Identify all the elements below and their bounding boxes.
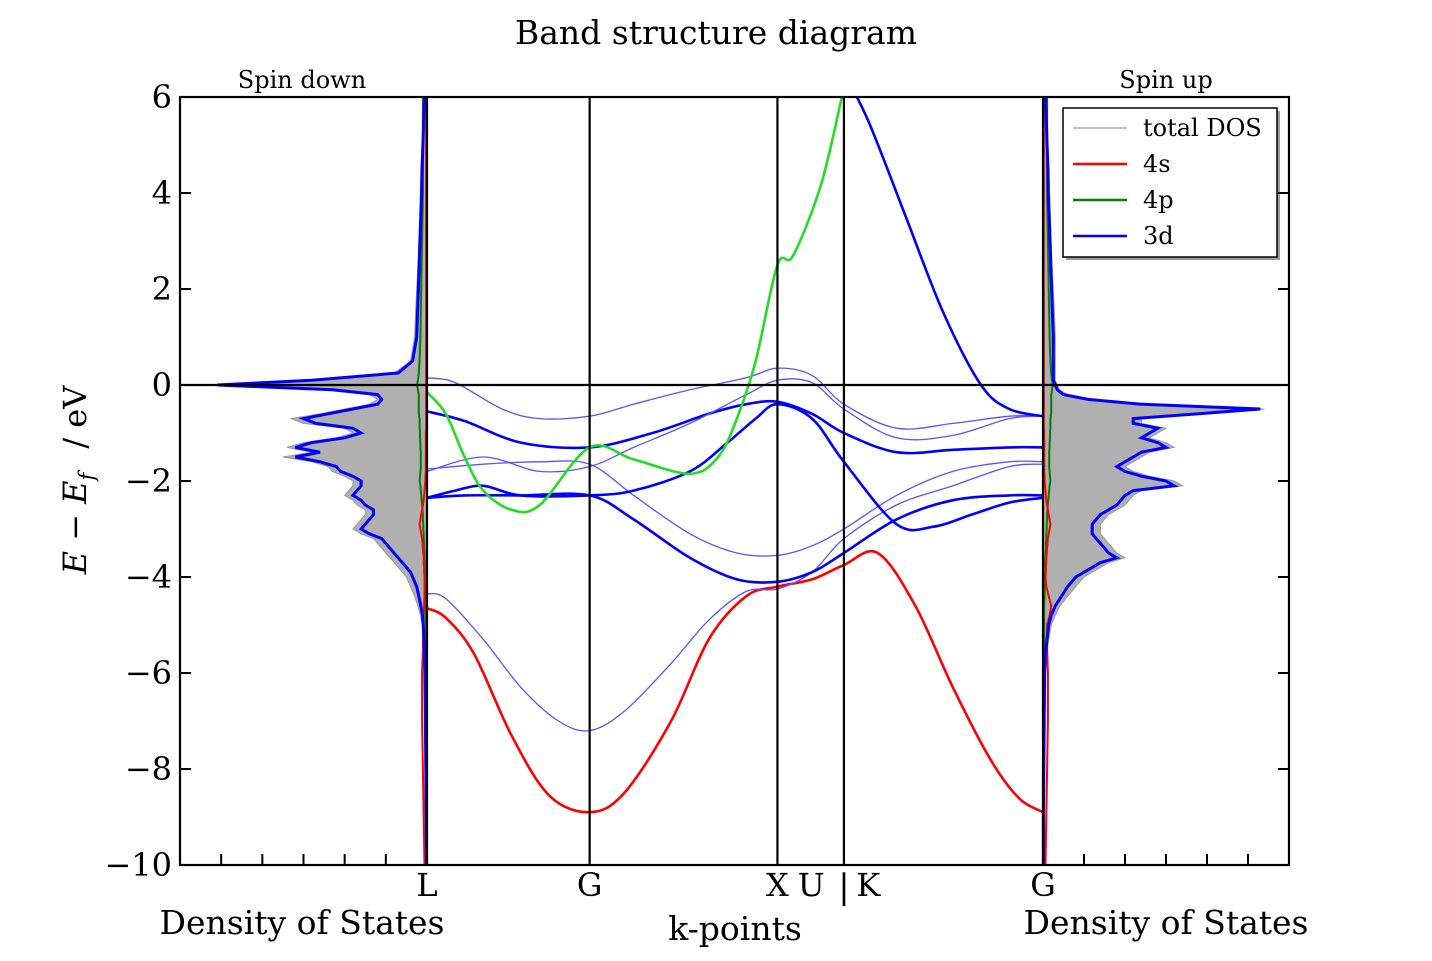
- y-tick-label: −8: [125, 750, 172, 788]
- band-line-2: [426, 463, 1044, 732]
- kpoint-label-5: |: [838, 867, 849, 907]
- band-line-4: [426, 460, 1044, 557]
- spin-down-title: Spin down: [238, 66, 366, 94]
- kpoint-label-3: X: [766, 866, 789, 904]
- kpoint-label-1: L: [416, 866, 437, 904]
- legend: total DOS 4s 4p 3d: [1062, 107, 1280, 260]
- band-line-1: [426, 550, 1044, 814]
- legend-box: [1062, 107, 1278, 258]
- band-line-6: [426, 367, 1044, 430]
- kpoint-label-4: U: [798, 866, 825, 904]
- kpoint-label-6: K: [856, 866, 881, 904]
- y-axis-label-var: E − E: [56, 480, 94, 575]
- y-tick-label: 2: [152, 270, 172, 308]
- y-tick-label: 6: [152, 78, 172, 116]
- y-tick-label: −6: [125, 654, 172, 692]
- axes: 6 4 2 0 −2 −4 −6 −8 −10 L G X U | K G: [104, 78, 1291, 907]
- chart-title: Band structure diagram: [515, 13, 917, 52]
- band-line-7: [426, 402, 1044, 532]
- band-line-10: [855, 97, 1044, 418]
- y-tick-label: −2: [125, 462, 172, 500]
- spin-up-title: Spin up: [1119, 66, 1212, 94]
- y-axis-label-sub: f: [75, 469, 99, 482]
- y-axis-label: E − Ef / eV: [56, 385, 99, 576]
- band-structure-panel: [426, 97, 1044, 814]
- spin-up-4p-dos-line: [1042, 97, 1054, 865]
- y-tick-label: 0: [152, 366, 172, 404]
- legend-label-2: 4s: [1143, 150, 1171, 178]
- x-axis-label: k-points: [668, 909, 802, 948]
- legend-label-3: 4p: [1143, 186, 1174, 214]
- spin-up-3d-dos-line: [1041, 97, 1261, 865]
- legend-label-4: 3d: [1143, 222, 1174, 250]
- y-tick-label: 4: [152, 174, 172, 212]
- band-line-5: [426, 399, 1044, 455]
- kpoint-label-2: G: [577, 866, 603, 904]
- spin-down-dos-panel: [204, 97, 429, 865]
- y-axis-label-unit: / eV: [56, 385, 94, 449]
- spin-down-xlabel: Density of States: [160, 903, 445, 942]
- y-tick-label: −4: [125, 558, 172, 596]
- band-line-3: [426, 492, 1044, 584]
- spin-up-total-dos-area: [1042, 97, 1265, 865]
- spin-down-total-dos-area: [204, 97, 428, 865]
- kpoint-label-7: G: [1030, 866, 1056, 904]
- band-line-9: [426, 97, 844, 514]
- legend-label-1: total DOS: [1143, 114, 1262, 142]
- spin-up-xlabel: Density of States: [1024, 903, 1309, 942]
- y-tick-label: −10: [104, 846, 172, 884]
- spin-down-3d-dos-line: [217, 97, 429, 865]
